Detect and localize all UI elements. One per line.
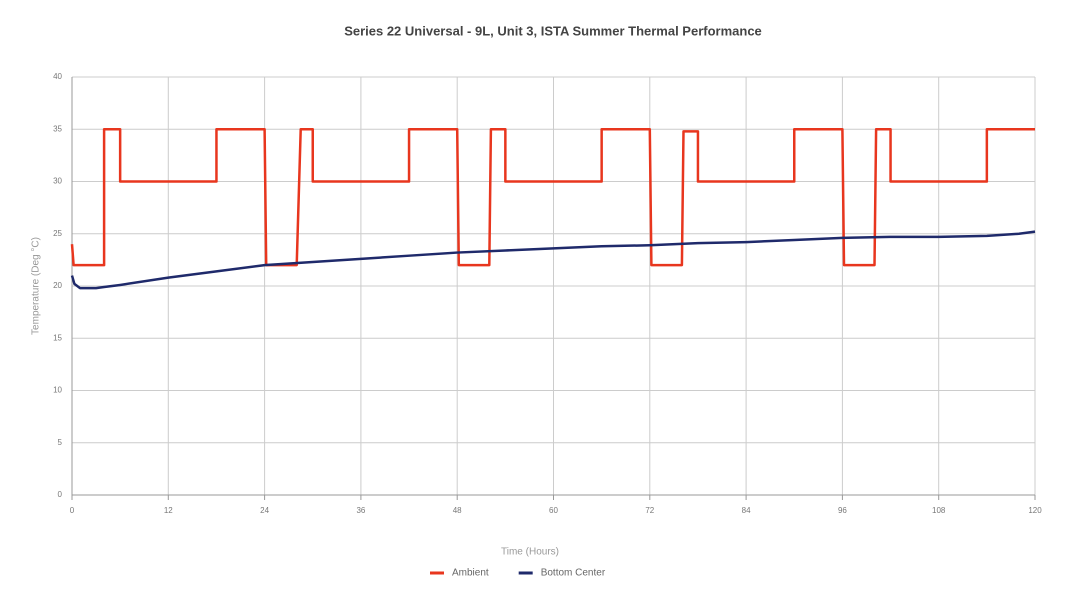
x-tick-label: 24 bbox=[260, 506, 269, 515]
y-tick-label: 40 bbox=[53, 72, 62, 81]
legend-label: Ambient bbox=[452, 568, 489, 579]
y-tick-label: 30 bbox=[53, 177, 62, 186]
legend-label: Bottom Center bbox=[541, 568, 606, 579]
y-tick-label: 35 bbox=[53, 124, 62, 133]
x-tick-label: 120 bbox=[1028, 506, 1042, 515]
series-line bbox=[70, 230, 1036, 290]
x-tick-label: 36 bbox=[356, 506, 365, 515]
y-tick-label: 0 bbox=[58, 490, 63, 499]
x-tick-label: 84 bbox=[742, 506, 751, 515]
x-axis-title: Time (Hours) bbox=[501, 547, 559, 558]
y-tick-label: 10 bbox=[53, 386, 62, 395]
y-tick-label: 25 bbox=[53, 229, 62, 238]
x-tick-label: 108 bbox=[932, 506, 946, 515]
x-tick-label: 60 bbox=[549, 506, 558, 515]
y-tick-label: 5 bbox=[58, 438, 63, 447]
x-tick-label: 48 bbox=[453, 506, 462, 515]
x-tick-label: 12 bbox=[164, 506, 173, 515]
y-axis-title: Temperature (Deg °C) bbox=[31, 237, 42, 335]
x-tick-label: 96 bbox=[838, 506, 847, 515]
y-tick-label: 20 bbox=[53, 281, 62, 290]
y-tick-label: 15 bbox=[53, 333, 62, 342]
series-line bbox=[70, 128, 1035, 267]
x-tick-label: 0 bbox=[70, 506, 75, 515]
x-tick-label: 72 bbox=[645, 506, 654, 515]
chart-title: Series 22 Universal - 9L, Unit 3, ISTA S… bbox=[344, 23, 762, 38]
